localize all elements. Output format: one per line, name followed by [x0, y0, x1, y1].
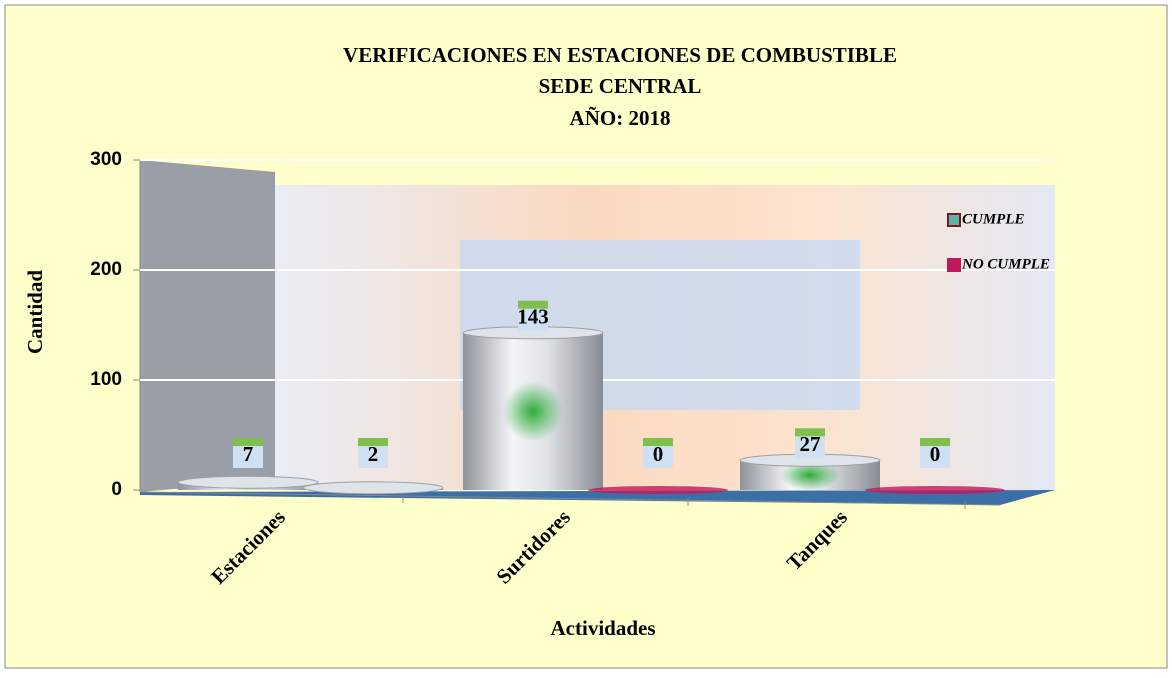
bar — [588, 486, 728, 494]
bar-glow — [780, 460, 840, 490]
value-label-cap — [233, 438, 263, 446]
value-label: 2 — [368, 442, 379, 466]
bar-glow — [503, 381, 563, 442]
value-label-cap — [518, 300, 548, 309]
side-wall — [140, 160, 275, 492]
bar-top — [302, 481, 444, 495]
legend-label: CUMPLE — [962, 211, 1025, 227]
value-label: 7 — [243, 442, 254, 466]
chart-title: VERIFICACIONES EN ESTACIONES DE COMBUSTI… — [343, 43, 897, 67]
x-axis — [139, 491, 1001, 506]
value-label: 0 — [930, 442, 941, 466]
value-label-cap — [795, 428, 825, 437]
legend-swatch — [947, 258, 961, 272]
y-axis-label: Cantidad — [23, 270, 47, 354]
bar — [865, 486, 1005, 494]
value-label: 143 — [517, 305, 549, 329]
legend-label: NO CUMPLE — [961, 256, 1050, 272]
value-label: 0 — [653, 442, 664, 466]
value-label-cap — [358, 438, 388, 446]
y-tick-label: 300 — [90, 149, 122, 170]
chart-title: SEDE CENTRAL — [539, 74, 702, 98]
value-label-cap — [920, 438, 950, 446]
y-tick-label: 0 — [111, 479, 122, 500]
value-label-cap — [643, 438, 673, 446]
value-label: 27 — [800, 432, 821, 456]
y-tick-label: 100 — [90, 369, 122, 390]
legend-swatch — [947, 213, 961, 227]
bar-top — [177, 475, 319, 489]
y-tick-label: 200 — [90, 259, 122, 280]
x-axis-label: Actividades — [551, 616, 656, 640]
chart-title: AÑO: 2018 — [570, 106, 671, 130]
